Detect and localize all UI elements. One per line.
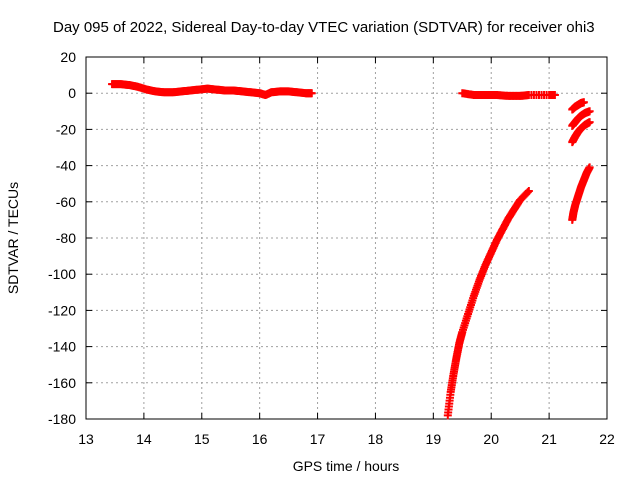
y-tick-label: -180 [48,411,76,427]
data-series [443,186,533,420]
data-series [568,98,588,114]
data-point [585,118,594,127]
y-tick-labels: 20 0 -20 -40 -60 -80 -100 -120 -140 -160 -180 [48,49,76,427]
x-tick-label: 14 [136,431,152,447]
data-point [523,188,532,197]
y-tick-label: -160 [48,375,76,391]
axis-ticks [85,56,608,420]
data-series [108,80,316,100]
y-tick-label: 0 [68,85,76,101]
data-point [524,186,533,195]
y-tick-label: 20 [60,49,76,65]
x-tick-labels: 13 14 15 16 17 18 19 20 21 22 [78,431,615,447]
x-axis-label: GPS time / hours [293,458,400,474]
x-tick-label: 20 [483,431,499,447]
x-tick-label: 21 [541,431,557,447]
data-series [568,163,594,224]
y-tick-label: -80 [56,230,76,246]
y-tick-label: -100 [48,266,76,282]
data-point [550,91,559,100]
x-tick-label: 22 [599,431,615,447]
y-tick-label: -20 [56,121,76,137]
x-tick-label: 19 [426,431,442,447]
chart-title: Day 095 of 2022, Sidereal Day-to-day VTE… [53,19,595,36]
x-tick-label: 15 [194,431,210,447]
data-series [458,89,559,100]
y-tick-label: -40 [56,158,76,174]
data-point [585,107,594,116]
grid-lines [86,57,607,419]
y-tick-label: -120 [48,302,76,318]
x-tick-label: 18 [368,431,384,447]
data-series [568,107,594,130]
data-point [585,163,594,172]
data-series [568,118,594,147]
y-axis-label: SDTVAR / TECUs [5,182,21,294]
y-tick-label: -140 [48,339,76,355]
data-points [108,80,594,420]
data-point [307,89,316,98]
x-tick-label: 16 [252,431,268,447]
y-tick-label: -60 [56,194,76,210]
x-tick-label: 13 [78,431,94,447]
data-point [579,98,588,107]
x-tick-label: 17 [310,431,326,447]
